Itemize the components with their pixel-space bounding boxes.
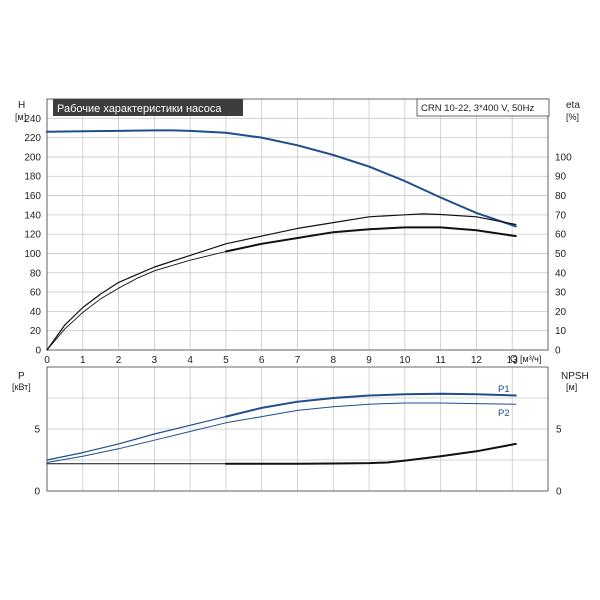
h-tick-label: 100 xyxy=(24,249,41,260)
x-tick-label: 8 xyxy=(331,355,337,366)
top-plot-grid xyxy=(46,98,549,351)
npsh-curve xyxy=(224,442,517,465)
model-label-box xyxy=(416,98,550,117)
eta-tick-label: 50 xyxy=(555,249,567,260)
h-tick-label: 200 xyxy=(24,152,41,163)
bottom-plot-frame xyxy=(46,366,549,492)
x-axis-unit-q: [м³/ч] xyxy=(520,354,541,364)
h-tick-label: 240 xyxy=(24,114,41,125)
right-axis-label-npsh: NPSH xyxy=(561,371,589,382)
x-tick-label: 3 xyxy=(152,355,158,366)
right-axis-label-eta: eta xyxy=(566,100,580,111)
eta-tick-label: 10 xyxy=(555,326,567,337)
h-tick-label: 140 xyxy=(24,210,41,221)
left-axis-label-p: P xyxy=(18,371,25,382)
eta-tick-label: 30 xyxy=(555,288,567,299)
efficiency-curve xyxy=(46,251,227,351)
eta-tick-label: 40 xyxy=(555,268,567,279)
x-tick-label: 11 xyxy=(435,355,446,366)
power-curve-p1 xyxy=(46,416,227,461)
right-axis-unit-npsh: [м] xyxy=(566,382,577,392)
left-axis-label-h: H xyxy=(18,100,25,111)
series-label-p1: P1 xyxy=(498,384,510,395)
h-tick-label: 160 xyxy=(24,191,41,202)
efficiency-curve xyxy=(224,226,517,253)
efficiency-curve xyxy=(46,213,517,351)
left-axis-unit-p: [кВт] xyxy=(12,382,31,392)
right-axis-unit-eta: [%] xyxy=(566,112,579,122)
eta-tick-label: 90 xyxy=(555,172,567,183)
h-tick-label: 180 xyxy=(24,172,41,183)
x-tick-label: 6 xyxy=(259,355,265,366)
tick-labels: 0 1 2 3 4 5 6 7 8 9 10 11 12 130204060801001201401601… xyxy=(24,114,572,498)
bottom-plot-grid xyxy=(46,366,549,492)
head-curve xyxy=(46,129,517,228)
h-tick-label: 0 xyxy=(35,346,41,357)
p-tick-label: 5 xyxy=(34,425,40,436)
power-curve-p1 xyxy=(224,392,517,418)
h-tick-label: 40 xyxy=(30,307,42,318)
series-layer xyxy=(46,129,517,465)
h-tick-label: 80 xyxy=(30,268,42,279)
power-curve-p2 xyxy=(46,402,517,463)
eta-tick-label: 100 xyxy=(555,152,572,163)
x-tick-label: 7 xyxy=(295,355,301,366)
npsh-tick-label: 5 xyxy=(556,425,562,436)
h-tick-label: 60 xyxy=(30,288,42,299)
model-label: CRN 10-22, 3*400 V, 50Hz xyxy=(421,103,534,114)
x-tick-label: 12 xyxy=(471,355,483,366)
h-tick-label: 120 xyxy=(24,230,41,241)
x-tick-label: 2 xyxy=(116,355,122,366)
title-box xyxy=(53,99,243,116)
x-tick-label: 0 xyxy=(44,355,50,366)
chart-title: Рабочие характеристики насоса xyxy=(57,103,222,115)
h-tick-label: 20 xyxy=(30,326,42,337)
eta-tick-label: 20 xyxy=(555,307,567,318)
x-tick-label: 10 xyxy=(399,355,411,366)
x-tick-label: 13 xyxy=(507,355,519,366)
left-axis-unit-h: [м] xyxy=(15,112,26,122)
x-tick-label: 9 xyxy=(366,355,372,366)
npsh-tick-label: 0 xyxy=(556,487,562,498)
h-tick-label: 220 xyxy=(24,133,41,144)
eta-tick-label: 80 xyxy=(555,191,567,202)
x-axis-label-q: Q xyxy=(510,354,518,365)
p-tick-label: 0 xyxy=(34,487,40,498)
series-label-p2: P2 xyxy=(498,408,510,419)
eta-tick-label: 0 xyxy=(555,346,561,357)
x-tick-label: 1 xyxy=(80,355,86,366)
eta-tick-label: 60 xyxy=(555,230,567,241)
eta-tick-label: 70 xyxy=(555,210,567,221)
x-tick-label: 4 xyxy=(187,355,193,366)
x-tick-label: 5 xyxy=(223,355,229,366)
top-plot-frame xyxy=(46,98,549,351)
